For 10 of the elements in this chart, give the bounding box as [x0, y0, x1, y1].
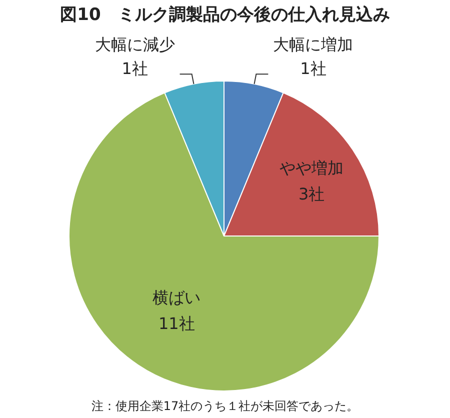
data-label: 1社	[122, 59, 148, 78]
slice-label: 大幅に増加	[273, 35, 354, 54]
data-label: 11社	[158, 314, 195, 333]
data-label: 3社	[298, 184, 325, 204]
slice-label: 大幅に減少	[94, 35, 175, 54]
data-label: 1社	[300, 59, 326, 78]
slice-label: 横ばい	[152, 288, 201, 307]
chart-title: 図10 ミルク調製品の今後の仕入れ見込み	[60, 5, 390, 25]
text: 注：使用企業17社のうち１社が未回答であった。	[91, 399, 359, 413]
slice-label: やや増加	[280, 158, 344, 178]
